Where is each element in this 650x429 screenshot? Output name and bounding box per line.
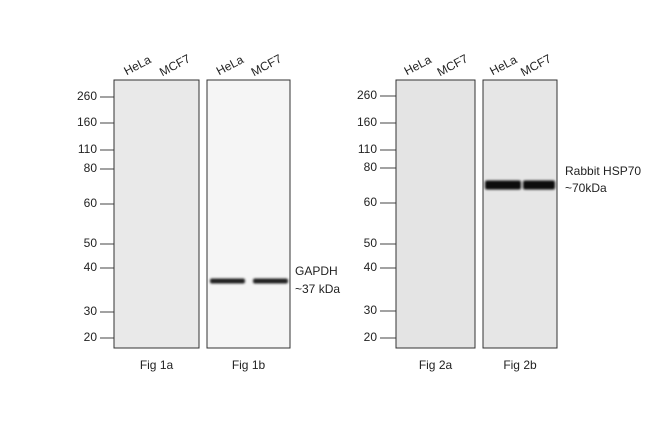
lane-label: HeLa bbox=[214, 52, 246, 78]
band-annotation: Rabbit HSP70 bbox=[565, 164, 641, 178]
marker-label: 60 bbox=[364, 195, 378, 209]
marker-label: 260 bbox=[357, 88, 377, 102]
lane-label: MCF7 bbox=[157, 51, 193, 79]
marker-label: 30 bbox=[84, 304, 98, 318]
band-annotation: ~70kDa bbox=[565, 181, 607, 195]
lane-label: HeLa bbox=[402, 52, 434, 78]
marker-label: 40 bbox=[364, 260, 378, 274]
marker-label: 260 bbox=[77, 89, 97, 103]
band bbox=[485, 180, 521, 190]
blot-caption: Fig 1b bbox=[232, 358, 266, 372]
marker-label: 50 bbox=[84, 236, 98, 250]
marker-label: 160 bbox=[77, 115, 97, 129]
marker-label: 50 bbox=[364, 236, 378, 250]
marker-label: 20 bbox=[364, 330, 378, 344]
band-annotation: GAPDH bbox=[295, 264, 338, 278]
marker-label: 60 bbox=[84, 196, 98, 210]
blot bbox=[113, 79, 200, 349]
blot-caption: Fig 2b bbox=[503, 358, 537, 372]
blot bbox=[482, 79, 558, 349]
band bbox=[523, 180, 555, 190]
lane-label: MCF7 bbox=[249, 51, 285, 79]
lane-label: HeLa bbox=[487, 52, 519, 78]
marker-label: 80 bbox=[364, 160, 378, 174]
band bbox=[210, 278, 245, 284]
blot bbox=[206, 79, 291, 349]
marker-label: 80 bbox=[84, 161, 98, 175]
band bbox=[253, 278, 288, 284]
marker-label: 20 bbox=[84, 330, 98, 344]
lane-label: MCF7 bbox=[518, 51, 554, 79]
marker-label: 30 bbox=[364, 303, 378, 317]
blot-caption: Fig 2a bbox=[419, 358, 453, 372]
lane-label: MCF7 bbox=[435, 51, 471, 79]
blot bbox=[395, 79, 476, 349]
marker-label: 160 bbox=[357, 115, 377, 129]
blot-caption: Fig 1a bbox=[140, 358, 174, 372]
marker-label: 40 bbox=[84, 260, 98, 274]
marker-label: 110 bbox=[358, 142, 377, 156]
band-annotation: ~37 kDa bbox=[295, 282, 340, 296]
lane-label: HeLa bbox=[121, 52, 153, 78]
marker-label: 110 bbox=[78, 142, 97, 156]
